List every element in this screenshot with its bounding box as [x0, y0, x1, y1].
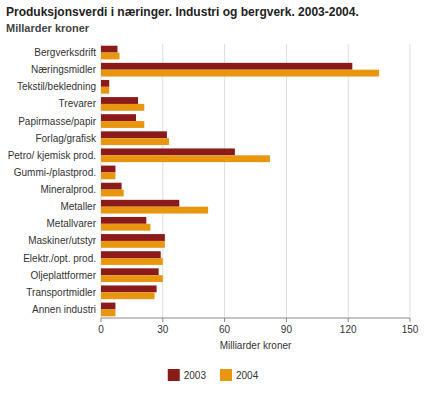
grid-line	[348, 44, 349, 318]
bar	[101, 200, 179, 207]
bar	[101, 241, 165, 248]
x-axis-label: Milliarder kroner	[220, 340, 292, 351]
x-tick	[410, 318, 411, 322]
bars	[101, 46, 379, 317]
legend-swatch	[220, 369, 232, 381]
bar	[101, 121, 144, 128]
y-axis-labels: Bergverksdrift Næringsmidler Tekstil/bekle…	[8, 47, 97, 315]
bar	[101, 258, 163, 265]
bar	[101, 97, 138, 104]
bar	[101, 138, 169, 145]
bar	[101, 309, 115, 316]
x-tick-label: 90	[281, 324, 293, 335]
bar	[101, 234, 165, 241]
title: Produksjonsverdi i næringer. Industri og…	[6, 5, 359, 19]
x-tick-label: 120	[340, 324, 357, 335]
y-tick-label: Maskiner/utstyr	[28, 235, 96, 246]
grid	[101, 44, 410, 318]
chart: Produksjonsverdi i næringer. Industri og…	[0, 0, 426, 393]
x-tick	[286, 318, 287, 322]
bar	[101, 148, 235, 155]
y-tick-label: Metaller	[60, 201, 96, 212]
bar	[101, 190, 124, 197]
bar	[101, 303, 115, 310]
bar	[101, 275, 163, 282]
y-tick-label: Mineralprod.	[40, 184, 96, 195]
bar	[101, 292, 155, 299]
y-tick-label: Tekstil/bekledning	[17, 81, 96, 92]
y-tick-label: Oljeplattformer	[30, 270, 96, 281]
y-tick-label: Forlag/grafisk	[35, 133, 97, 144]
bar	[101, 80, 109, 87]
x-tick	[162, 318, 163, 322]
y-tick-label: Bergverksdrift	[34, 47, 96, 58]
grid-line	[410, 44, 411, 318]
bar	[101, 224, 150, 231]
subtitle: Millarder kroner	[6, 22, 90, 34]
legend-item: 2004	[220, 369, 259, 381]
x-axis: 0 30 60 90 120 150	[98, 318, 419, 335]
x-tick	[348, 318, 349, 322]
bar	[101, 131, 167, 138]
x-axis-line	[101, 318, 410, 319]
legend-label: 2003	[184, 370, 207, 381]
y-tick-label: Trevarer	[59, 98, 97, 109]
bar	[101, 114, 136, 121]
bar	[101, 70, 379, 77]
bar	[101, 104, 144, 111]
legend-swatch	[168, 369, 180, 381]
x-tick	[224, 318, 225, 322]
y-tick-label: Metallvarer	[47, 218, 97, 229]
x-tick-label: 30	[157, 324, 169, 335]
legend: 2003 2004	[168, 369, 259, 381]
y-tick-label: Papirmasse/papir	[18, 116, 96, 127]
y-tick-label: Elektr./opt. prod.	[23, 253, 96, 264]
x-tick	[101, 318, 102, 322]
bar	[101, 183, 122, 190]
bar	[101, 268, 159, 275]
bar	[101, 53, 120, 60]
bar	[101, 46, 117, 53]
x-tick-label: 0	[98, 324, 104, 335]
bar	[101, 285, 157, 292]
bar	[101, 172, 115, 179]
y-tick-label: Petro/ kjemisk prod.	[8, 150, 96, 161]
y-tick-label: Næringsmidler	[31, 64, 97, 75]
y-tick-label: Gummi-/plastprod.	[14, 167, 96, 178]
x-tick-label: 60	[219, 324, 231, 335]
bar	[101, 251, 161, 258]
x-tick-label: 150	[402, 324, 419, 335]
y-tick-label: Annen industri	[32, 304, 96, 315]
legend-label: 2004	[236, 370, 259, 381]
legend-item: 2003	[168, 369, 207, 381]
grid-line	[286, 44, 287, 318]
bar	[101, 87, 109, 94]
y-tick-label: Transportmidler	[26, 287, 96, 298]
bar	[101, 63, 352, 70]
bar	[101, 166, 115, 173]
bar	[101, 217, 146, 224]
grid-line	[224, 44, 225, 318]
bar	[101, 155, 270, 162]
bar	[101, 207, 208, 214]
